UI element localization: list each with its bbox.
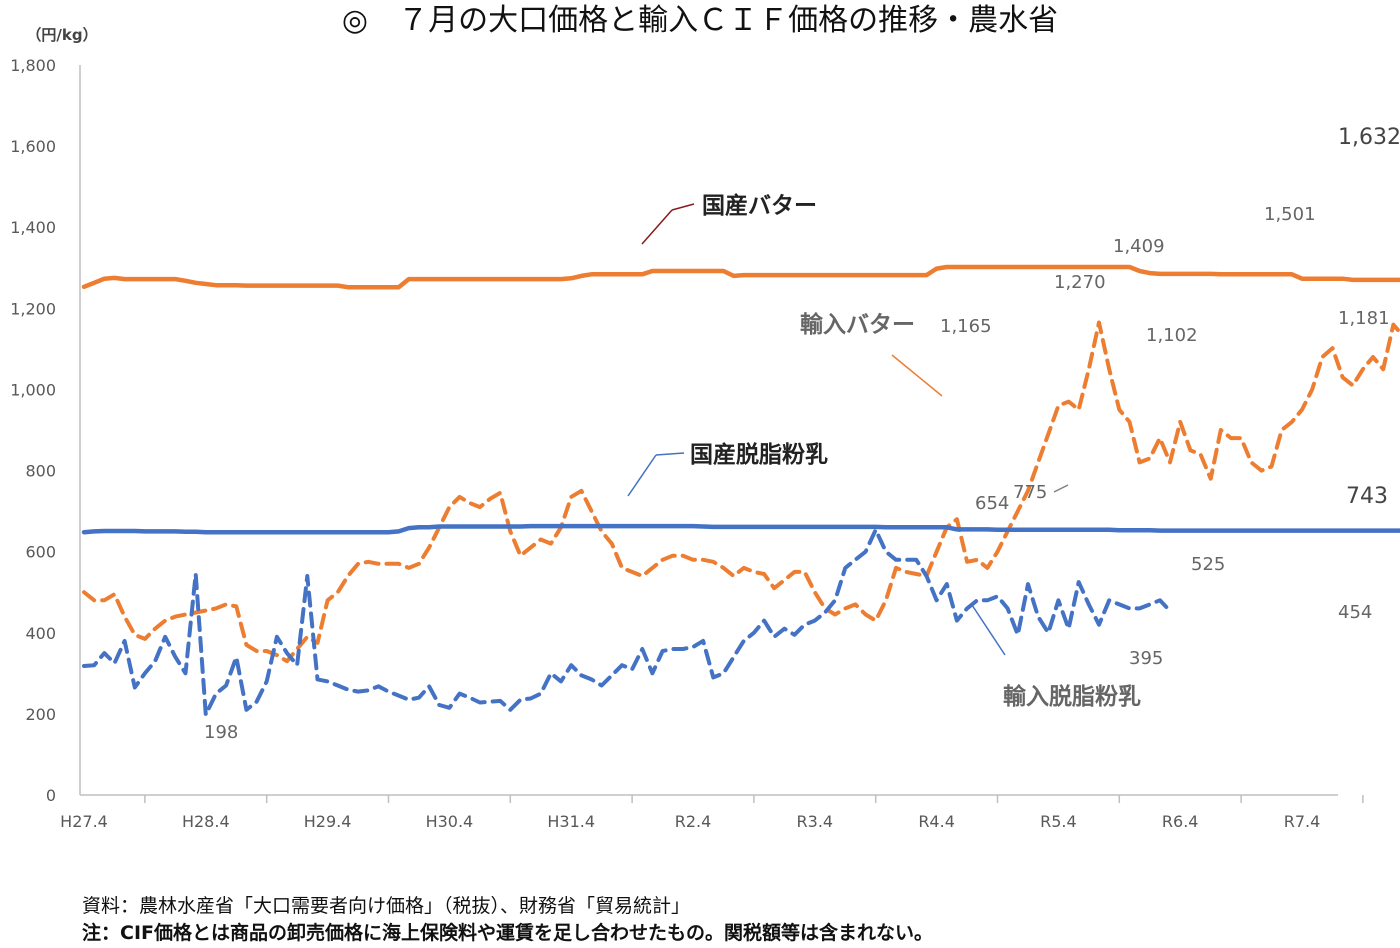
y-tick-label: 1,200 bbox=[10, 299, 56, 318]
x-tick-label: R2.4 bbox=[675, 812, 712, 831]
chart-notes: 資料：農林水産省「大口需要者向け価格」（税抜）、財務省「貿易統計」 注：CIF価… bbox=[82, 893, 933, 947]
value-label-454: 454 bbox=[1338, 602, 1372, 623]
leader-775 bbox=[1053, 484, 1069, 493]
x-tick-label: H28.4 bbox=[182, 812, 230, 831]
y-tick-label: 0 bbox=[46, 786, 56, 805]
x-axis: H27.4 H28.4 H29.4 H30.4 H31.4 R2.4 R3.4 R4.4 R5.… bbox=[60, 794, 1364, 831]
x-tick-label: R6.4 bbox=[1162, 812, 1199, 831]
x-tick-label: R7.4 bbox=[1284, 812, 1321, 831]
label-domestic-skim: 国産脱脂粉乳 bbox=[690, 441, 828, 468]
x-tick-label: H29.4 bbox=[304, 812, 352, 831]
y-tick-label: 1,000 bbox=[10, 380, 56, 399]
y-axis: 0 200 400 600 800 1,000 1,200 1,400 1,600 1,800 bbox=[10, 56, 81, 805]
x-tick-label: R5.4 bbox=[1040, 812, 1077, 831]
source-note: 資料：農林水産省「大口需要者向け価格」（税抜）、財務省「貿易統計」 bbox=[82, 895, 691, 917]
y-axis-unit-label: （円/kg） bbox=[26, 26, 97, 44]
label-domestic-butter: 国産バター bbox=[702, 192, 817, 219]
y-tick-label: 1,800 bbox=[10, 56, 56, 75]
x-tick-label: R4.4 bbox=[918, 812, 955, 831]
label-import-skim: 輸入脱脂粉乳 bbox=[1003, 683, 1141, 710]
value-label-1409: 1,409 bbox=[1113, 236, 1165, 257]
series-lines bbox=[81, 264, 1400, 717]
y-tick-label: 1,600 bbox=[10, 137, 56, 156]
x-tick-label: H31.4 bbox=[547, 812, 595, 831]
x-tick-label: H30.4 bbox=[426, 812, 474, 831]
chart-title: ◎ ７月の大口価格と輸入ＣＩＦ価格の推移・農水省 bbox=[342, 3, 1058, 38]
x-tick-label: H27.4 bbox=[60, 812, 108, 831]
y-tick-label: 200 bbox=[25, 705, 56, 724]
value-label-1632: 1,632 bbox=[1338, 125, 1400, 150]
value-label-775: 775 bbox=[1013, 482, 1047, 503]
value-label-395: 395 bbox=[1129, 648, 1163, 669]
domestic-butter-line bbox=[81, 264, 1400, 290]
leader-domestic-butter-tick bbox=[671, 203, 695, 211]
value-label-525: 525 bbox=[1191, 554, 1225, 575]
import-butter-line bbox=[82, 320, 1400, 664]
value-label-1102: 1,102 bbox=[1146, 325, 1198, 346]
leader-domestic-skim-tick bbox=[655, 452, 685, 456]
value-label-1501: 1,501 bbox=[1264, 204, 1316, 225]
value-annotations: 1,632 1,501 1,409 1,270 1,165 1,181 1,10… bbox=[204, 125, 1400, 743]
label-import-butter: 輸入バター bbox=[800, 311, 915, 338]
value-label-1181: 1,181 bbox=[1338, 308, 1390, 329]
y-tick-label: 800 bbox=[25, 462, 56, 481]
domestic-skim-milk-line bbox=[81, 523, 1400, 535]
value-label-743: 743 bbox=[1346, 484, 1388, 509]
cif-note: 注：CIF価格とは商品の卸売価格に海上保険料や運賃を足し合わせたもの。関税額等は… bbox=[82, 922, 933, 944]
leader-domestic-skim bbox=[627, 454, 657, 497]
x-tick-label: R3.4 bbox=[797, 812, 834, 831]
leader-import-skim bbox=[971, 604, 1006, 656]
value-label-654: 654 bbox=[975, 493, 1009, 514]
value-label-1270: 1,270 bbox=[1054, 272, 1106, 293]
value-label-1165: 1,165 bbox=[940, 316, 992, 337]
y-tick-label: 600 bbox=[25, 543, 56, 562]
leader-import-butter bbox=[891, 354, 943, 397]
y-tick-label: 400 bbox=[25, 624, 56, 643]
value-label-198: 198 bbox=[204, 722, 238, 743]
y-tick-label: 1,400 bbox=[10, 218, 56, 237]
import-skim-milk-line bbox=[82, 527, 1172, 717]
label-leader-lines bbox=[627, 203, 1069, 656]
leader-domestic-butter bbox=[641, 209, 673, 245]
